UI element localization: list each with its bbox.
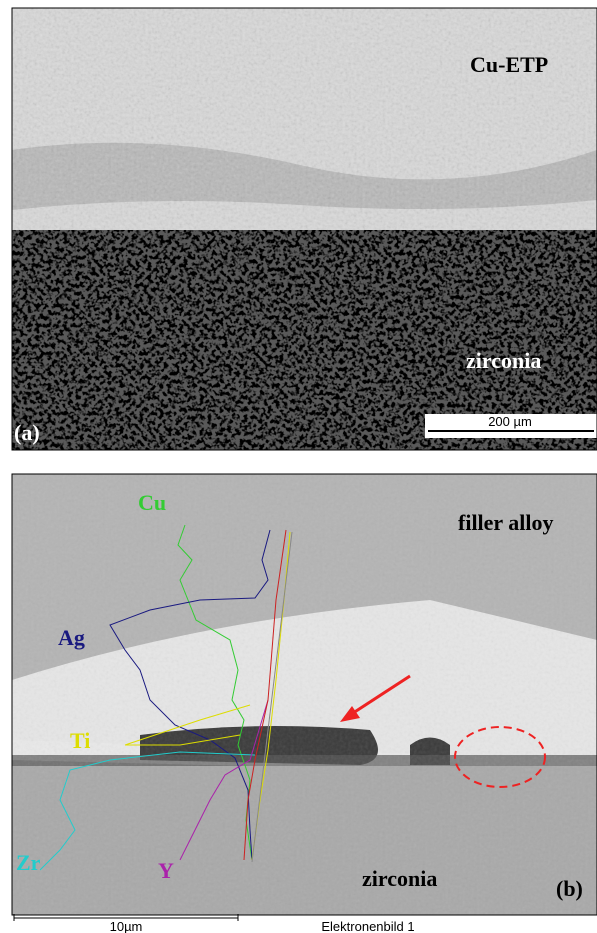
element-label: Ti [70,728,90,753]
element-label: Y [158,858,174,883]
element-label: Ag [58,625,85,650]
label: zirconia [362,866,437,891]
element-label: Cu [138,490,166,515]
panel-label: (a) [14,420,40,445]
element-label: Zr [16,850,41,875]
label: filler alloy [458,510,554,535]
caption: Elektronenbild 1 [321,919,414,933]
scale-bar-label: 10µm [110,919,143,933]
label: Cu-ETP [470,52,548,77]
panel-b [12,474,597,915]
scale-bar-label: 200 µm [488,414,532,429]
page: Cu-ETP zirconia (a) 200 µm Cu Ag Ti Zr Y… [0,0,597,933]
figure: Cu-ETP zirconia (a) 200 µm Cu Ag Ti Zr Y… [0,0,597,933]
panel-label: (b) [556,876,583,901]
label: zirconia [466,348,541,373]
